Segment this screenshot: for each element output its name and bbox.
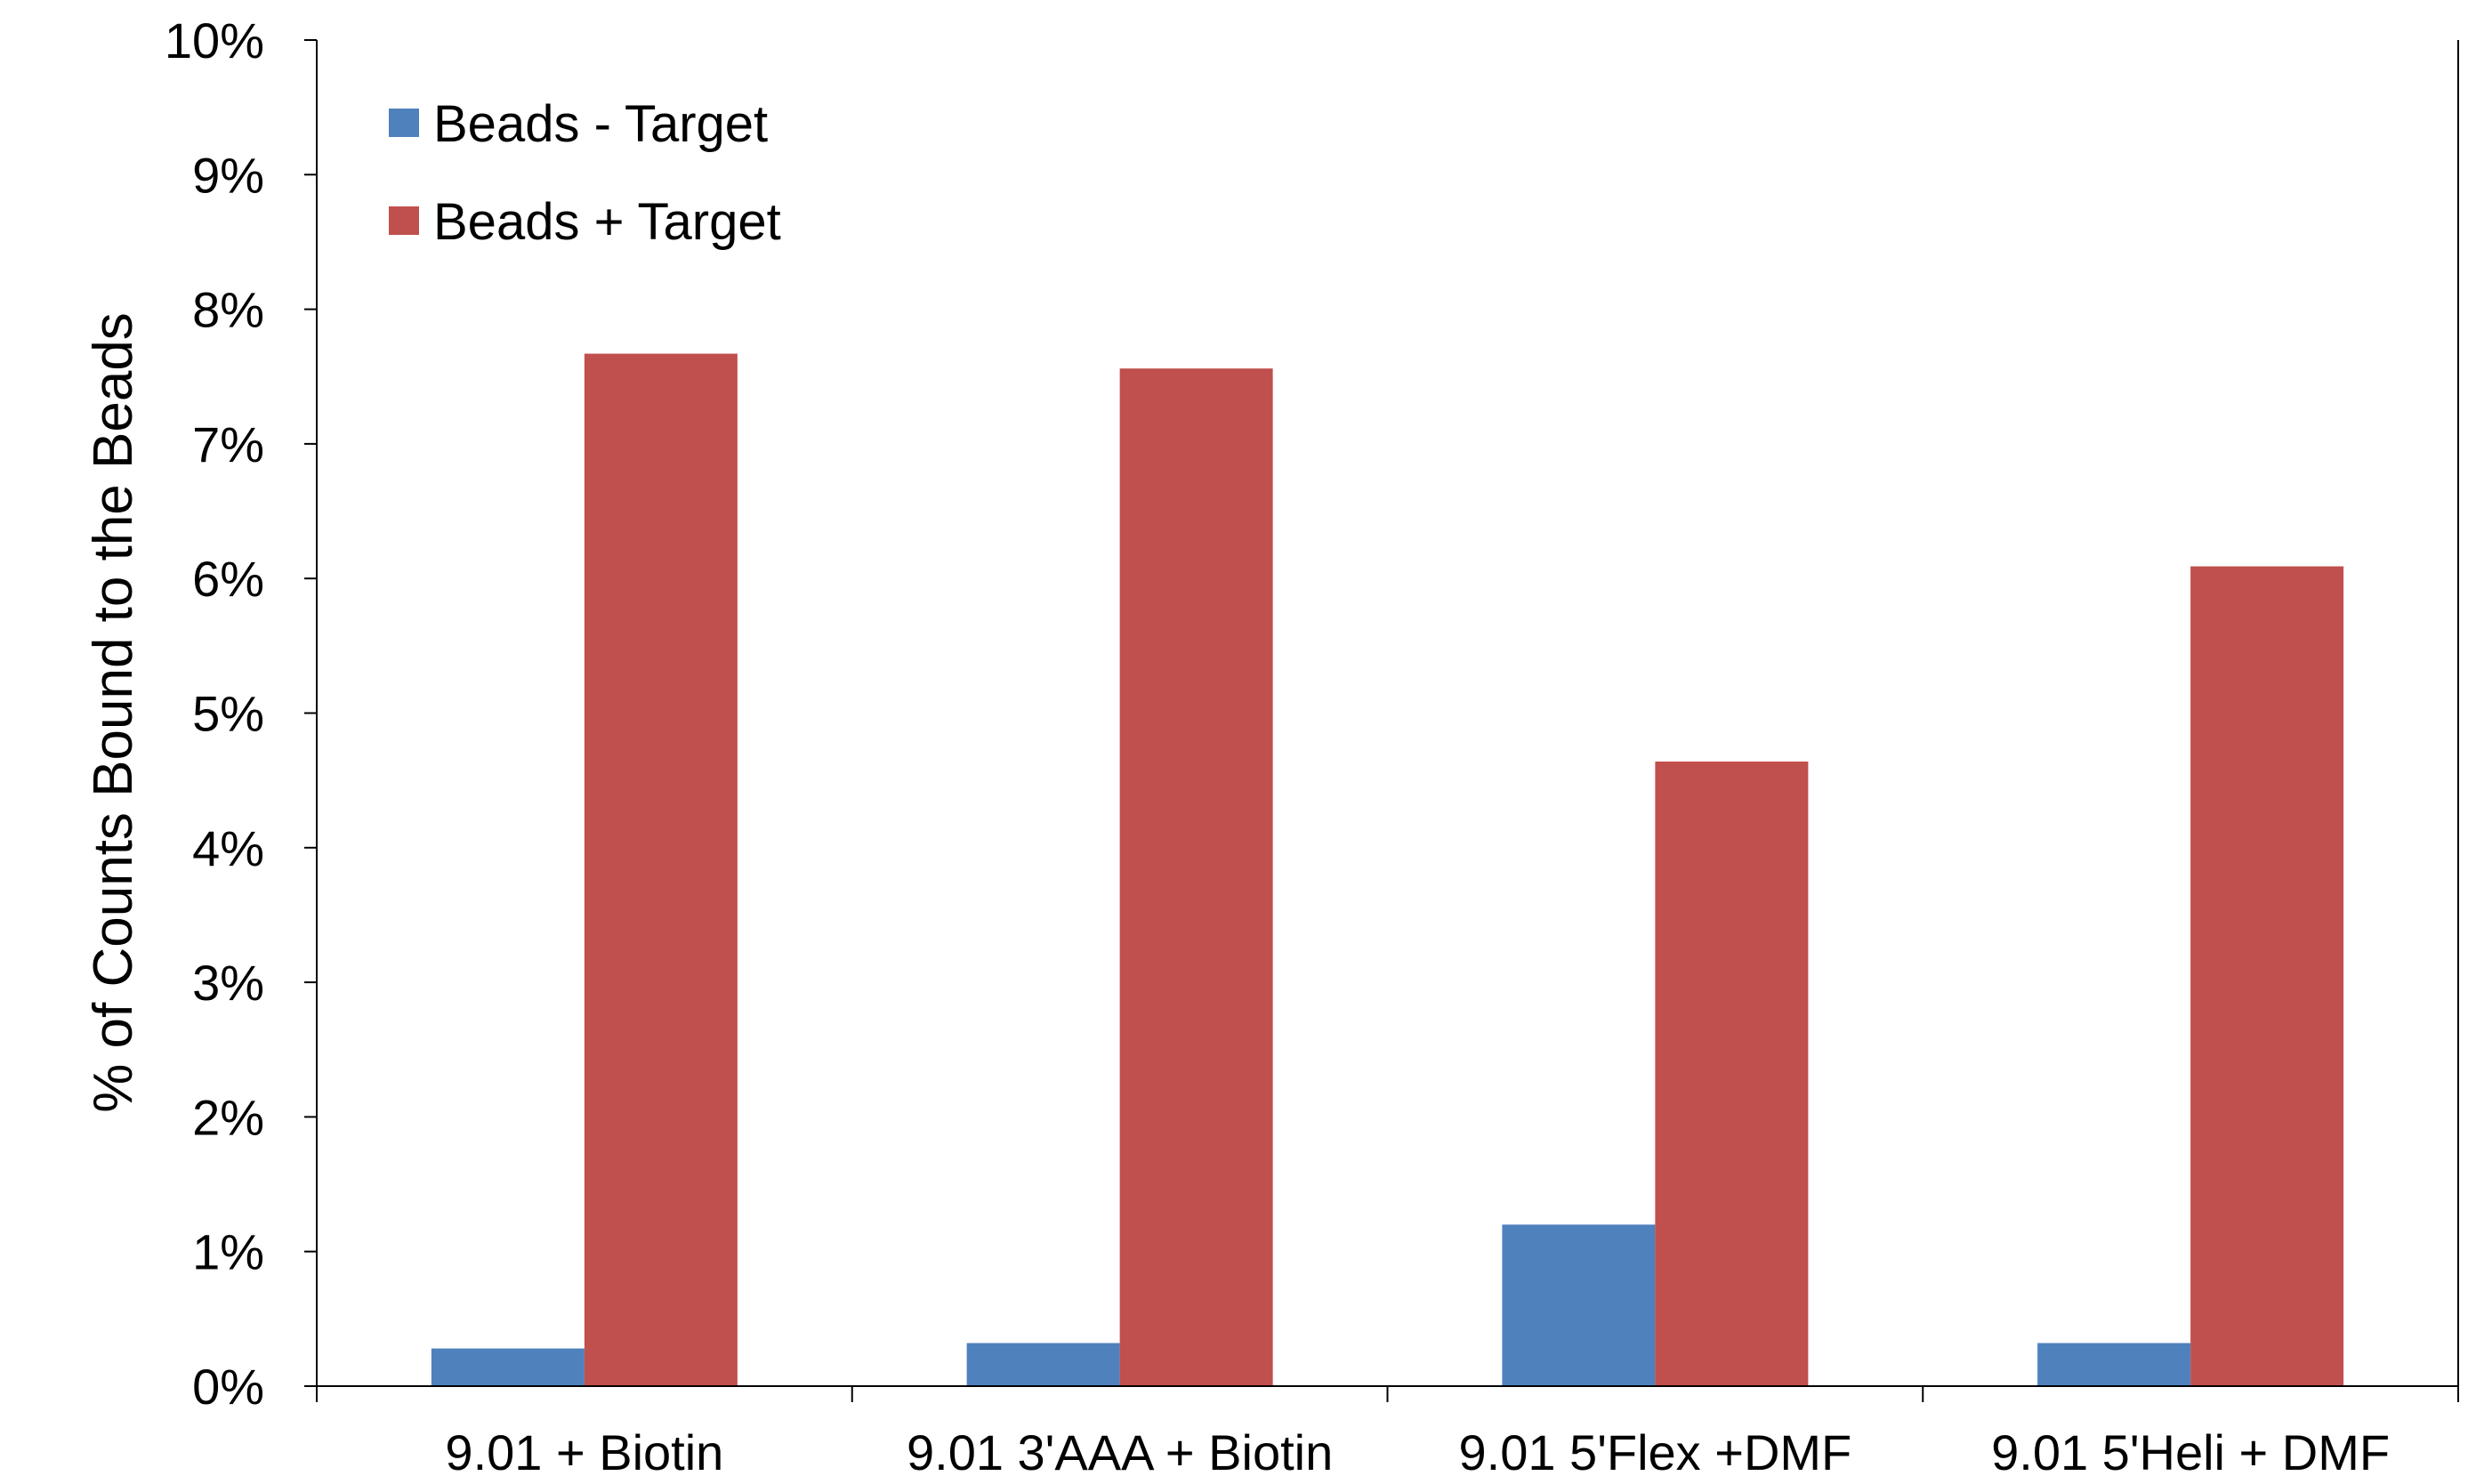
legend-label: Beads - Target [433, 95, 768, 153]
y-tick-label: 6% [192, 551, 264, 607]
y-tick-label: 1% [192, 1224, 264, 1280]
bar-beads-plus-target-3 [2190, 566, 2344, 1386]
y-tick-label: 3% [192, 955, 264, 1011]
y-tick-label: 9% [192, 147, 264, 203]
x-tick-label: 9.01 3'AAA + Biotin [907, 1424, 1333, 1480]
x-tick-labels: 9.01 + Biotin 9.01 3'AAA + Biotin 9.01 5'F… [445, 1424, 2390, 1480]
legend: Beads - Target Beads + Target [389, 95, 781, 251]
x-tick-label: 9.01 5'Flex +DMF [1459, 1424, 1852, 1480]
x-tick-label: 9.01 5'Heli + DMF [1991, 1424, 2390, 1480]
legend-swatch [389, 109, 419, 137]
bar-beads-minus-target-3 [2037, 1343, 2191, 1386]
legend-swatch [389, 206, 419, 235]
x-tick-label: 9.01 + Biotin [445, 1424, 723, 1480]
bar-beads-minus-target-2 [1502, 1224, 1656, 1386]
y-tick-label: 0% [192, 1359, 264, 1415]
y-tick-labels: 0% 1% 2% 3% 4% 5% 6% 7% 8% 9% 10% [165, 12, 264, 1415]
bars-layer [431, 353, 2344, 1386]
y-tick-label: 10% [165, 12, 264, 69]
y-tick-label: 7% [192, 416, 264, 472]
legend-label: Beads + Target [433, 193, 781, 251]
y-tick-label: 4% [192, 820, 264, 876]
bar-beads-minus-target-1 [966, 1343, 1120, 1386]
bar-beads-plus-target-2 [1655, 761, 1809, 1386]
y-tick-label: 5% [192, 686, 264, 742]
axes-layer [304, 39, 2459, 1402]
bar-beads-plus-target-1 [1119, 368, 1273, 1386]
y-tick-label: 8% [192, 282, 264, 338]
bar-beads-plus-target-0 [584, 353, 738, 1386]
bar-beads-minus-target-0 [431, 1348, 585, 1386]
y-axis-title: % of Counts Bound to the Beads [83, 312, 144, 1113]
y-tick-label: 2% [192, 1089, 264, 1145]
